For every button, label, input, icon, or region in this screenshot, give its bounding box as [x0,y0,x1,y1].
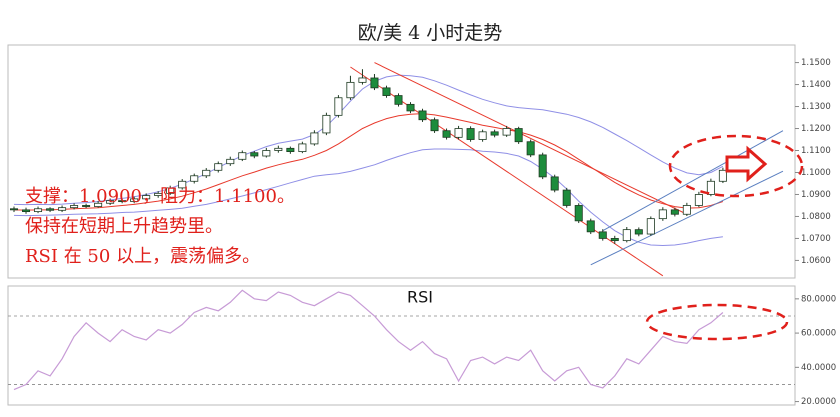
overlay [645,134,804,341]
chart-title: 欧/美 4 小时走势 [358,22,503,44]
candle-body [22,209,31,213]
candle-body [34,208,43,213]
candle-body [322,114,331,134]
trendline [590,170,784,266]
candle-body [634,229,643,235]
candle-body [70,205,79,209]
candle-body [82,205,91,207]
candle-body [10,208,19,211]
candle-body [178,180,187,189]
y-tick-label: 40.0000 [801,363,836,373]
candle-body [154,192,163,196]
candle-body [550,176,559,191]
candle-body [598,231,607,239]
candle-body [562,189,571,206]
moving-average [13,113,724,211]
candle-body [418,110,427,121]
y-tick-label: 1.1500 [801,58,831,68]
candle-body [94,202,103,207]
arrow [725,145,768,183]
candle-body [238,152,247,160]
trendline [374,62,688,215]
rsi-line [13,289,724,391]
trendline [602,130,784,232]
candle-body [142,195,151,200]
candle-body [46,208,55,211]
candle-body [286,147,295,153]
candle-body [202,169,211,177]
candle-body [406,103,415,112]
annotation: 支撑：1.0900，阻力：1.1100。 [25,186,295,207]
candle-body [106,200,115,204]
candle-body [274,147,283,151]
candle-body [118,200,127,203]
candle-body [382,87,391,96]
y-tick-label: 80.0000 [801,294,836,304]
candle-body [346,81,355,99]
candle-body [454,128,463,138]
candle-body [574,205,583,222]
annotation: 保持在短期上升趋势里。 [25,216,223,237]
candle-body [262,150,271,157]
candle-body [658,209,667,220]
candle-body [526,141,535,156]
rsi-frame [7,285,796,406]
rsi-highlight-ellipse [645,303,789,341]
candle-body [190,175,199,182]
candle-body [502,128,511,136]
candle-body [646,218,655,235]
highlight-ellipse [668,134,804,198]
candle-body [670,209,679,215]
price-plot [10,62,784,277]
candle-body [430,119,439,132]
candle-body [394,95,403,105]
candle-body [130,198,139,202]
candle-body [298,143,307,153]
rsi-title: RSI [407,288,433,307]
candle-body [514,128,523,143]
trendline [350,66,664,277]
candle-body [58,207,67,211]
y-tick-label: 1.0700 [801,234,831,244]
candle-body [718,169,727,182]
candle-body [466,128,475,140]
candle-body [538,154,547,178]
price-frame [7,44,796,279]
candle-body [478,131,487,140]
candle-body [610,238,619,242]
bollinger-lower [13,148,723,247]
bollinger-upper [13,74,724,206]
y-tick-label: 1.0900 [801,190,831,200]
candle-body [682,205,691,215]
candle-body [442,130,451,138]
y-tick-label: 1.0600 [801,256,831,266]
y-tick-label: 1.0800 [801,212,831,222]
candle-body [250,152,259,157]
y-tick-label: 1.1300 [801,102,831,112]
plot: 1.1500 1.1400 1.1300 1.1200 1.1100 1.1000 1.09… [8,58,836,407]
candle-body [694,194,703,206]
candle-body [370,77,379,89]
candle-body [226,158,235,165]
candle-body [586,220,595,233]
y-tick-label: 1.1200 [801,124,831,134]
y-tick-label: 60.0000 [801,329,836,339]
y-tick-label: 1.1400 [801,80,831,90]
candle-body [622,229,631,242]
y-tick-label: 1.1100 [801,146,831,156]
candle-body [166,187,175,194]
candle-body [490,131,499,136]
candle-body [310,132,319,145]
candle-body [334,97,343,116]
candle-body [358,77,367,83]
y-tick-label: 20.0000 [801,397,836,407]
y-tick-label: 1.1000 [801,168,831,178]
candle-body [214,163,223,171]
annotation: RSI 在 50 以上，震荡偏多。 [25,246,260,267]
candle-body [706,180,715,195]
